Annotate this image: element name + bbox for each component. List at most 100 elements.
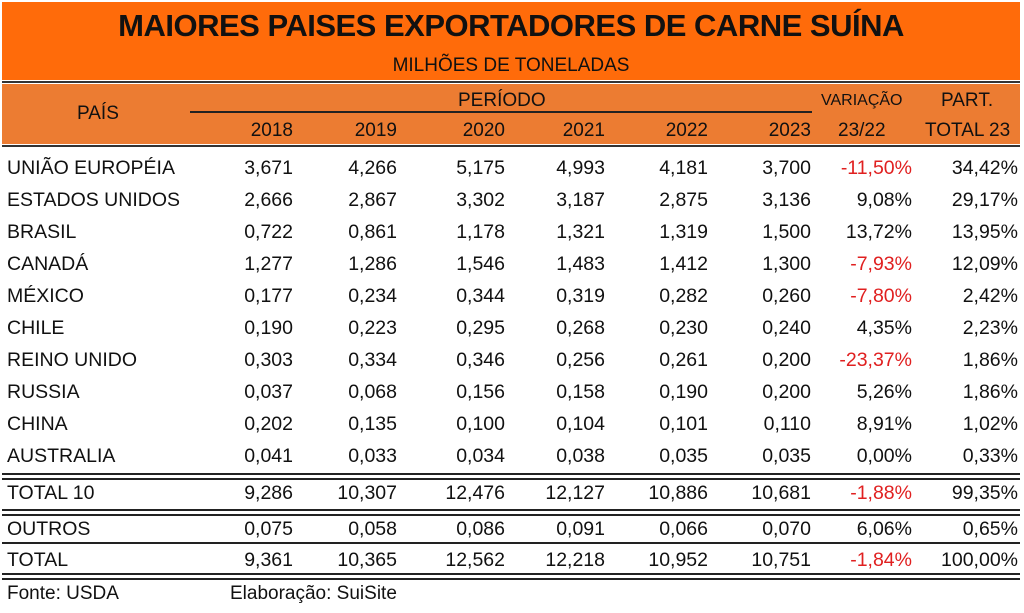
value-cell: 0,223 [348,317,397,339]
share-cell: 100,00% [941,549,1018,571]
value-cell: 12,218 [545,549,605,571]
value-cell: 0,334 [348,349,397,371]
value-cell: 1,321 [556,221,605,243]
value-cell: 4,181 [659,157,708,179]
value-cell: 0,234 [348,285,397,307]
country-cell: RUSSIA [7,381,80,403]
country-cell: REINO UNIDO [7,349,138,371]
value-cell: 0,861 [348,221,397,243]
value-cell: 0,035 [762,445,811,467]
value-cell: 0,282 [659,285,708,307]
table-row: ESTADOS UNIDOS 2,666 2,867 3,302 3,187 2,875 3… [0,184,1024,216]
table-row: UNIÃO EUROPÉIA 3,671 4,266 5,175 4,993 4,181 3… [0,152,1024,184]
value-cell: 4,993 [556,157,605,179]
value-cell: 0,295 [456,317,505,339]
value-cell: 0,158 [556,381,605,403]
value-cell: 2,875 [659,189,708,211]
value-cell: 12,127 [545,482,605,504]
value-cell: 0,177 [244,285,293,307]
value-cell: 1,178 [456,221,505,243]
value-cell: 10,952 [648,549,708,571]
share-cell: 1,86% [962,349,1018,371]
value-cell: 0,035 [659,445,708,467]
value-cell: 0,240 [762,317,811,339]
value-cell: 10,365 [337,549,397,571]
year-header: 2018 [250,120,293,141]
value-cell: 3,671 [244,157,293,179]
country-cell: TOTAL [7,549,69,571]
variation-cell: 8,91% [856,413,912,435]
value-cell: 9,286 [244,482,293,504]
share-cell: 1,86% [962,381,1018,403]
table-title: MAIORES PAISES EXPORTADORES DE CARNE SUÍ… [118,8,904,43]
header-band [2,84,1020,144]
value-cell: 0,346 [456,349,505,371]
country-cell: CHILE [7,317,65,339]
header-country: PAÍS [77,103,119,124]
value-cell: 3,700 [762,157,811,179]
table-row: MÉXICO 0,177 0,234 0,344 0,319 0,282 0,260 -7,8… [0,280,1024,312]
divider [2,81,1020,83]
variation-cell: -23,37% [839,349,912,371]
year-header: 2019 [354,120,397,141]
value-cell: 1,500 [762,221,811,243]
value-cell: 10,886 [648,482,708,504]
country-cell: ESTADOS UNIDOS [7,189,180,211]
value-cell: 12,562 [445,549,505,571]
value-cell: 0,041 [244,445,293,467]
double-divider [2,573,1020,580]
value-cell: 1,319 [659,221,708,243]
year-header: 2022 [665,120,708,141]
header-part: PART. [941,90,994,111]
value-cell: 0,230 [659,317,708,339]
year-header: 2021 [562,120,605,141]
value-cell: 0,260 [762,285,811,307]
value-cell: 0,135 [348,413,397,435]
header-variation-period: 23/22 [838,120,886,141]
value-cell: 0,200 [762,349,811,371]
header-period: PERÍODO [458,90,546,111]
value-cell: 0,268 [556,317,605,339]
divider [2,145,1020,147]
title-band: MAIORES PAISES EXPORTADORES DE CARNE SUÍ… [2,2,1020,80]
country-cell: CHINA [7,413,68,435]
value-cell: 0,104 [556,413,605,435]
value-cell: 2,867 [348,189,397,211]
period-underline [190,111,812,113]
variation-cell: 13,72% [845,221,912,243]
country-cell: BRASIL [7,221,77,243]
year-header: 2020 [462,120,505,141]
double-divider [2,509,1020,516]
value-cell: 1,300 [762,253,811,275]
value-cell: 3,136 [762,189,811,211]
value-cell: 0,058 [348,518,397,540]
variation-cell: 9,08% [856,189,912,211]
country-cell: CANADÁ [7,253,89,275]
share-cell: 13,95% [951,221,1018,243]
value-cell: 0,722 [244,221,293,243]
table-row: AUSTRALIA 0,041 0,033 0,034 0,038 0,035 0,035 0… [0,440,1024,472]
value-cell: 9,361 [244,549,293,571]
value-cell: 0,261 [659,349,708,371]
value-cell: 0,037 [244,381,293,403]
value-cell: 0,034 [456,445,505,467]
value-cell: 1,546 [456,253,505,275]
value-cell: 0,086 [456,518,505,540]
variation-cell: 4,35% [856,317,912,339]
value-cell: 1,286 [348,253,397,275]
country-cell: UNIÃO EUROPÉIA [7,157,175,179]
variation-cell: 5,26% [856,381,912,403]
variation-cell: -7,80% [850,285,912,307]
divider [2,542,1020,544]
header-variation: VARIAÇÃO [821,92,903,109]
value-cell: 0,256 [556,349,605,371]
value-cell: 1,412 [659,253,708,275]
share-cell: 99,35% [951,482,1018,504]
source-note: Fonte: USDA [7,583,119,604]
value-cell: 4,266 [348,157,397,179]
value-cell: 0,202 [244,413,293,435]
share-cell: 2,23% [962,317,1018,339]
table-row: OUTROS 0,075 0,058 0,086 0,091 0,066 0,070 6,06… [0,513,1024,545]
value-cell: 1,483 [556,253,605,275]
table-row: CHINA 0,202 0,135 0,100 0,104 0,101 0,110 8,91%… [0,408,1024,440]
